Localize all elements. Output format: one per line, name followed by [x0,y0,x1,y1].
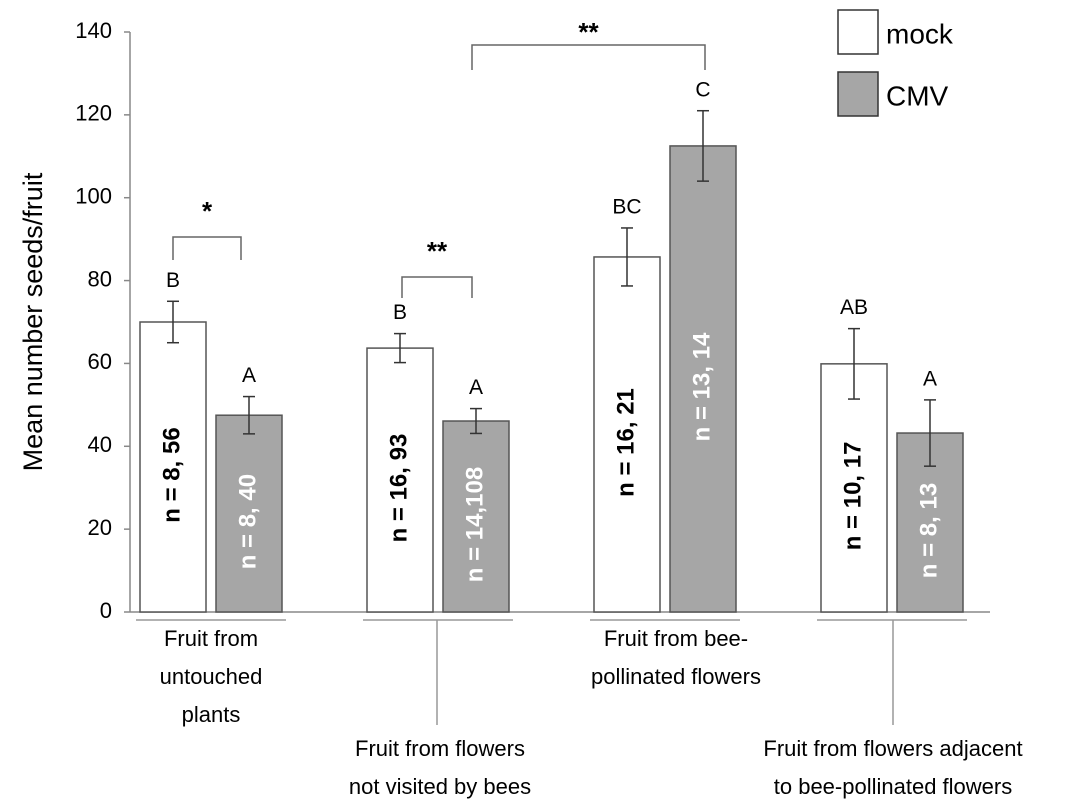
significance-stars: * [202,196,213,226]
significance-letter: A [923,367,937,390]
error-bar [470,407,482,435]
bar [366,347,434,613]
label-line: plants [182,702,241,727]
legend-swatch [837,9,879,55]
significance-letter: B [393,301,407,324]
error-bar [621,227,633,287]
label-line: to bee-pollinated flowers [774,774,1012,799]
n-label: n = 10, 17 [839,442,866,551]
n-label: n = 8, 56 [158,427,185,522]
n-label: n = 8, 13 [915,483,942,578]
n-label: n = 13, 14 [688,332,715,441]
bar [820,363,888,613]
bar [215,414,283,613]
error-bar [848,327,860,400]
y-tick-label: 0 [100,598,112,623]
label-line: untouched [160,664,263,689]
x-tick-label: Fruit from flowers adjacent to bee-pollin… [763,736,1022,799]
error-bar [394,332,406,364]
x-tick-label: Fruit from flowers not visited by bees [349,736,531,799]
significance-bracket [471,44,706,70]
bar [593,256,661,613]
n-label: n = 8, 40 [234,474,261,569]
error-bar [167,300,179,344]
n-label: n = 14,108 [461,467,488,582]
error-bar [697,109,709,182]
bar [669,145,737,613]
significance-bracket [172,236,242,260]
label-line: Fruit from bee- [604,626,748,651]
legend-label: mock [886,18,954,49]
legend-swatch [837,71,879,117]
label-line: not visited by bees [349,774,531,799]
y-tick-label: 40 [88,432,112,457]
y-axis-title: Mean number seeds/fruit [18,172,48,471]
x-tick-label: Fruit from bee-pollinated flowers [591,626,761,689]
y-tick-label: 80 [88,266,112,291]
y-tick-label: 60 [88,349,112,374]
x-tick-label: Fruit from untouched plants [160,626,263,727]
n-label: n = 16, 93 [385,434,412,543]
significance-stars: ** [578,17,599,47]
significance-stars: ** [427,236,448,266]
significance-letter: BC [612,196,641,219]
legend-label: CMV [886,80,949,111]
significance-letter: B [166,269,180,292]
significance-bracket [401,276,473,298]
label-line: Fruit from flowers [355,736,525,761]
y-tick-label: 140 [75,18,112,43]
y-tick-label: 100 [75,184,112,209]
error-bar [243,395,255,435]
error-bar [924,399,936,467]
n-label: n = 16, 21 [612,388,639,497]
significance-letter: A [469,376,483,399]
significance-letter: A [242,364,256,387]
label-line: Fruit from flowers adjacent [763,736,1022,761]
y-tick-label: 120 [75,101,112,126]
label-line: Fruit from [164,626,258,651]
significance-letter: AB [840,296,868,319]
significance-letter: C [695,78,710,101]
y-tick-label: 20 [88,515,112,540]
label-line: pollinated flowers [591,664,761,689]
